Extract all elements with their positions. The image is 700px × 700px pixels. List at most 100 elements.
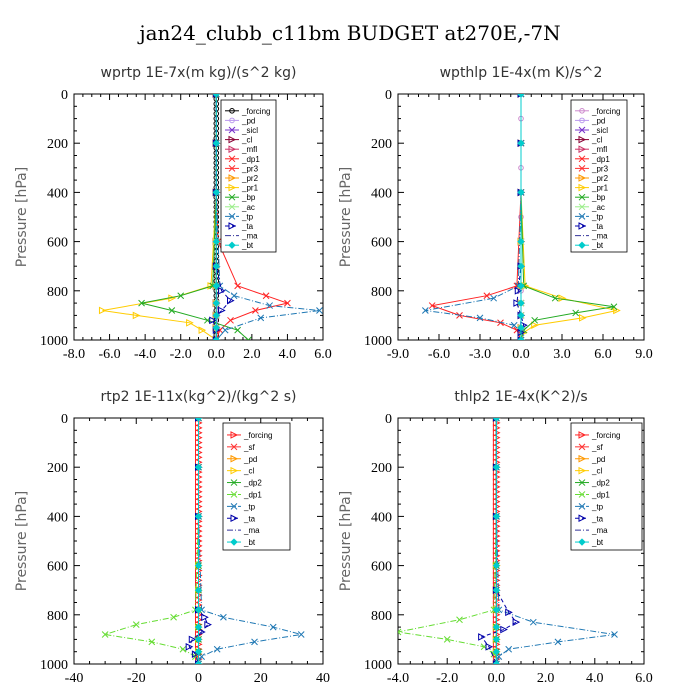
panel-title: wpthlp 1E-4x(m K)/s^2 [440, 65, 603, 81]
series-point-bt [517, 323, 525, 332]
legend-marker [578, 174, 587, 182]
legend-label: _mfl [241, 145, 257, 154]
legend-label: _forcing [243, 431, 272, 440]
series-point-dp1 [398, 628, 402, 636]
series-point-dp1 [132, 621, 140, 628]
legend-marker [230, 502, 238, 510]
series-point-pr1 [132, 311, 141, 320]
legend-label: _bt [243, 538, 256, 547]
legend-label: _dp1 [591, 155, 610, 164]
series-line-dp1 [104, 418, 199, 664]
legend-marker [578, 222, 587, 230]
y-tick-label: 800 [47, 285, 68, 300]
series-group [98, 94, 323, 340]
legend-marker [230, 466, 239, 475]
series-point-tp [316, 307, 323, 314]
series-point-bt [212, 336, 220, 340]
series-point-tp [269, 623, 277, 631]
legend-marker [230, 538, 238, 546]
series-point-bt [517, 188, 525, 197]
legend-label: _dp2 [243, 479, 262, 488]
x-tick-label: -6.0 [428, 347, 450, 362]
series-point-bt [212, 299, 220, 307]
series-point-bt [194, 418, 203, 422]
legend-label: _sf [243, 443, 255, 452]
legend-label: _bt [591, 538, 604, 547]
series-point-bt [517, 94, 525, 98]
legend-label: _pr1 [241, 184, 259, 193]
series-point-ta [204, 620, 212, 629]
series-point-bp [168, 307, 176, 314]
series-point-bt [492, 561, 501, 570]
legend: _forcing _sf _pd _cl _dp2 _dp1 _tp _ta _ma _bt [570, 422, 643, 551]
y-tick-label: 200 [47, 461, 68, 476]
legend-label: _pd [241, 116, 255, 125]
series-point-bt [492, 463, 501, 471]
series-point-bt [194, 586, 203, 594]
y-tick-label: 800 [47, 609, 68, 624]
series-point-bt [194, 463, 203, 471]
x-tick-label: -40 [65, 671, 84, 686]
y-tick-label: 0 [385, 412, 392, 427]
series-point-bt [194, 606, 203, 614]
legend-marker [228, 203, 236, 211]
series-point-tp [230, 292, 238, 300]
x-tick-label: -2.0 [170, 347, 192, 362]
legend-marker [229, 108, 235, 114]
series-point-ta [485, 642, 494, 651]
series-point-ta [185, 642, 194, 651]
y-tick-label: 400 [371, 186, 392, 201]
series-point-ta [209, 316, 217, 325]
series-point-tp [529, 618, 537, 626]
legend-label: _tp [591, 212, 604, 221]
series-point-bt [194, 660, 203, 664]
legend-marker [578, 203, 586, 211]
y-tick-label: 200 [47, 137, 68, 152]
series-point-ta [201, 613, 209, 622]
series-point-pr1 [98, 306, 107, 315]
legend: _forcing_pd_sicl_cl_mfl_dp1_pr3_pr2_pr1_… [220, 99, 277, 253]
legend-marker [578, 466, 587, 475]
figure-title: jan24_clubb_c11bm BUDGET at270E,-7N [137, 21, 560, 45]
legend-marker [578, 155, 586, 163]
y-tick-label: 400 [47, 510, 68, 525]
x-tick-label: 2.0 [243, 347, 261, 362]
series-point-bp [531, 316, 539, 324]
x-tick-label: -20 [127, 671, 146, 686]
y-tick-label: 400 [47, 186, 68, 201]
series-point-bt [517, 262, 525, 270]
legend-marker [578, 443, 586, 451]
legend-marker [578, 538, 586, 546]
series-point-pr1 [186, 318, 194, 327]
y-tick-label: 1000 [40, 658, 68, 673]
legend-label: _pd [243, 455, 257, 464]
series-point-bt [212, 282, 220, 290]
legend-marker [228, 174, 237, 182]
x-tick-label: 6.0 [635, 671, 653, 686]
series-point-dp1 [483, 292, 491, 300]
series-point-ta [218, 306, 226, 315]
panel-thlp2: thlp2 1E-4x(K^2)/s Pressure [hPa] -4.0 -2.0… [338, 389, 653, 686]
series-point-pr1 [531, 321, 539, 330]
x-tick-label: 0.0 [208, 347, 226, 362]
legend-marker [578, 479, 586, 486]
x-tick-label: 4.0 [279, 347, 297, 362]
legend-marker [578, 431, 587, 439]
legend-label: _pr3 [241, 164, 259, 173]
series-point-bt [492, 623, 501, 631]
legend-marker [228, 193, 236, 201]
legend-marker [228, 213, 236, 220]
y-tick-label: 200 [371, 137, 392, 152]
legend-label: _pd [591, 455, 605, 464]
legend-marker [578, 454, 587, 463]
series-point-bt [517, 237, 525, 246]
series-group [421, 94, 621, 340]
x-tick-label: -2.0 [436, 671, 458, 686]
series-point-tp [213, 645, 221, 653]
series-point-dp1 [234, 282, 241, 290]
legend-label: _pr1 [591, 184, 609, 193]
x-tick-label: 6.0 [594, 347, 612, 362]
series-point-tp [476, 314, 484, 322]
y-tick-label: 600 [371, 236, 392, 251]
legend-marker [578, 145, 587, 154]
